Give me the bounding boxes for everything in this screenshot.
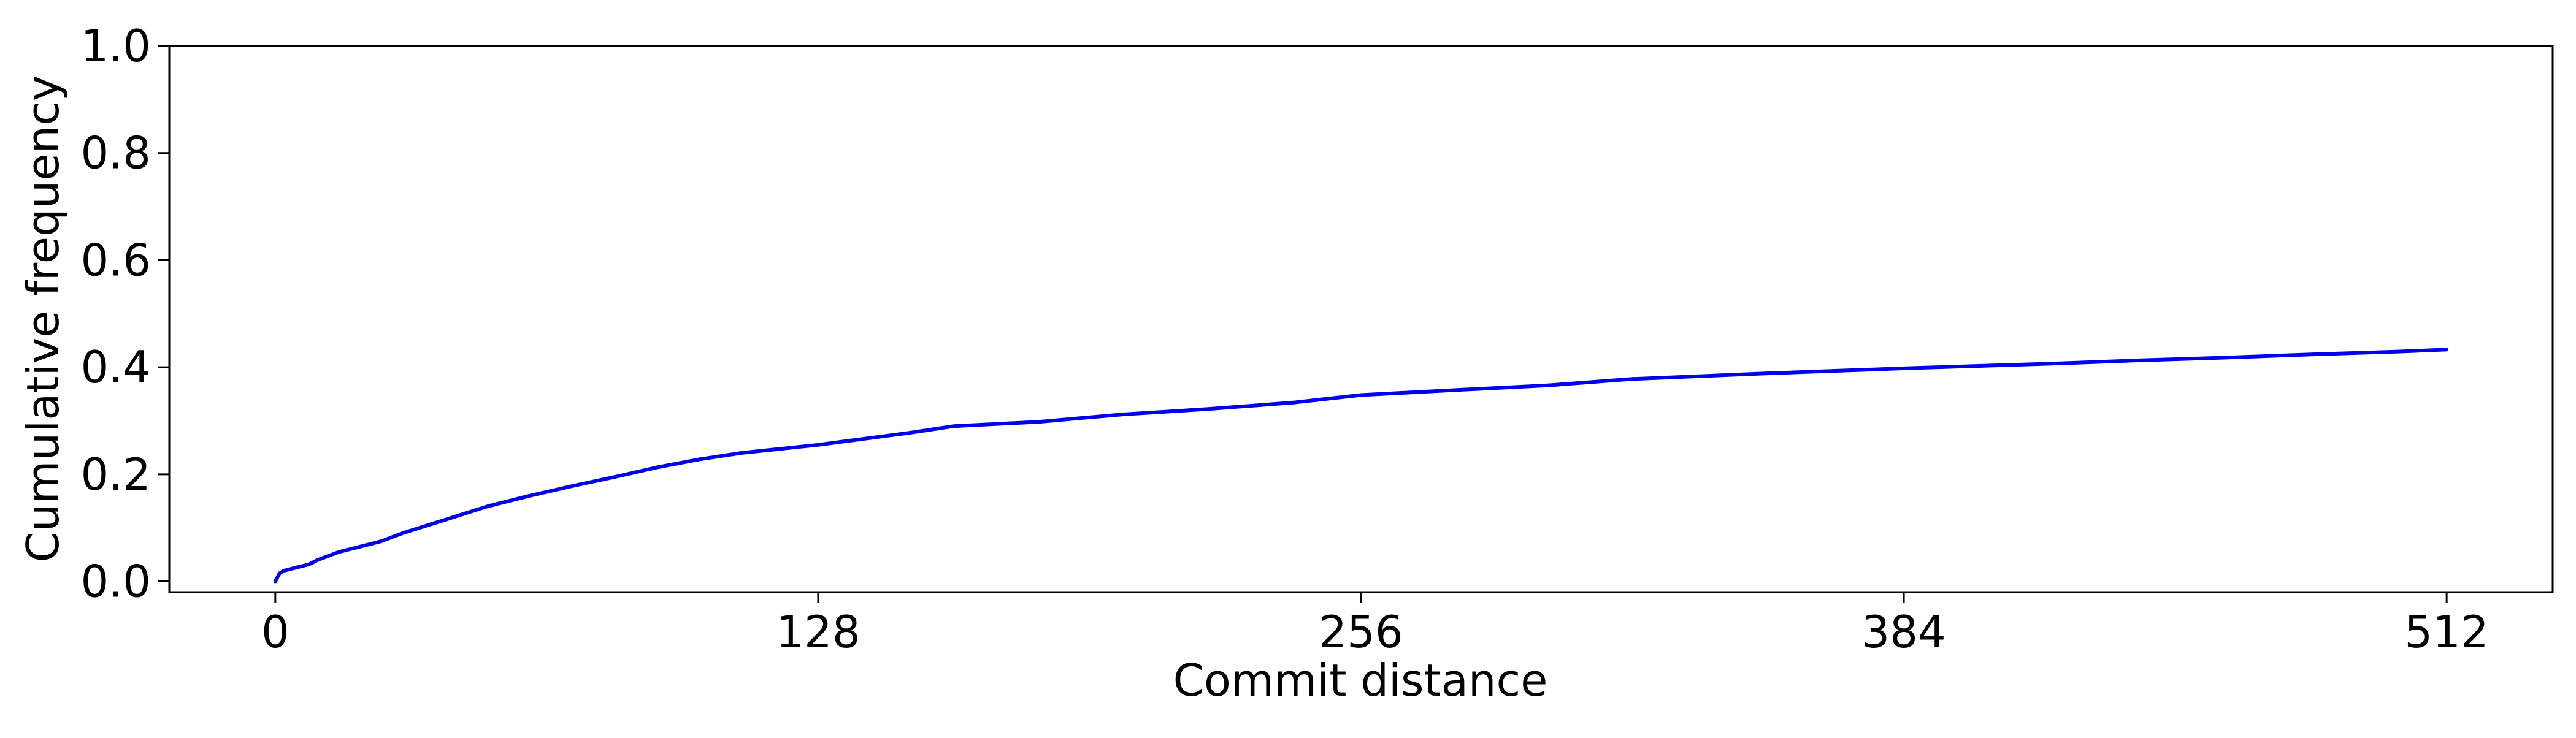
cumulative-frequency-line (273, 348, 2449, 584)
y-tick-label: 0.8 (80, 127, 151, 179)
y-tick-label: 0.4 (80, 341, 151, 393)
y-tick-label: 0.0 (80, 556, 151, 607)
y-tick-label: 0.2 (80, 449, 151, 500)
y-tick-label: 1.0 (80, 20, 151, 72)
y-tick-label: 0.6 (80, 234, 151, 286)
x-tick-label: 256 (1319, 606, 1403, 658)
x-axis: 0 128 256 384 512 (261, 592, 2489, 658)
x-tick-label: 512 (2404, 606, 2488, 658)
series-layer (273, 348, 2449, 584)
y-axis-label: Cumulative frequency (17, 75, 69, 563)
x-tick-label: 128 (776, 606, 860, 658)
y-axis: 0.0 0.2 0.4 0.6 0.8 1.0 (80, 20, 169, 607)
plot-frame (168, 45, 2554, 593)
x-tick-label: 384 (1861, 606, 1945, 658)
x-axis-label: Commit distance (1173, 655, 1548, 706)
x-tick-label: 0 (261, 606, 289, 658)
